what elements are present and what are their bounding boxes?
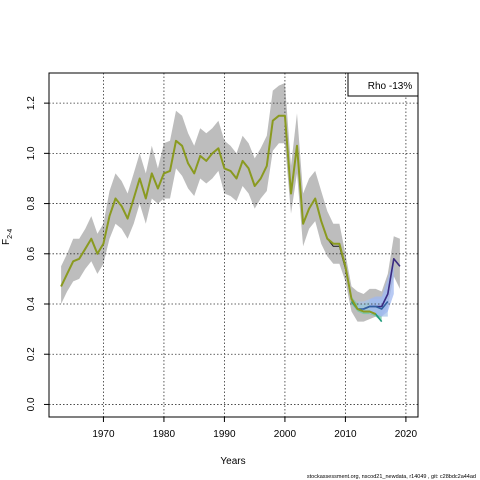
axes: 1970 1980 1990 2000 2010 2020 0.0 0.2 0.4 0.6 0.8 1… (26, 96, 417, 440)
y-tick-label: 0.6 (26, 246, 37, 260)
plot-frame (48, 72, 419, 418)
y-tick-label: 0.8 (26, 196, 37, 210)
x-tick-label: 2010 (334, 429, 357, 440)
y-tick-label: 0.2 (26, 347, 37, 361)
legend-box (347, 72, 419, 97)
y-tick-label: 0.0 (26, 397, 37, 411)
y-axis-title-sub: 2-4 (7, 229, 14, 239)
y-tick-label: 1.2 (26, 96, 37, 110)
series-line-5 (60, 114, 377, 316)
y-tick-label: 0.4 (26, 297, 37, 311)
x-tick-label: 2000 (274, 429, 297, 440)
footer-note: stockassessment.org, nscod21_newdata, r1… (306, 474, 476, 480)
x-tick-label: 1970 (92, 429, 115, 440)
x-tick-label: 1990 (213, 429, 236, 440)
x-tick-label: 2020 (395, 429, 418, 440)
x-axis-title: Years (220, 456, 245, 467)
y-tick-label: 1.0 (26, 146, 37, 160)
series-lines (60, 114, 401, 323)
legend: Rho -13% (347, 72, 419, 97)
legend-label: Rho -13% (368, 81, 413, 92)
series-line-3 (357, 300, 389, 310)
y-axis-title: F2-4 (1, 229, 14, 245)
y-axis-title-main: F (1, 239, 12, 245)
confidence-band (61, 83, 400, 322)
x-tick-label: 1980 (153, 429, 176, 440)
